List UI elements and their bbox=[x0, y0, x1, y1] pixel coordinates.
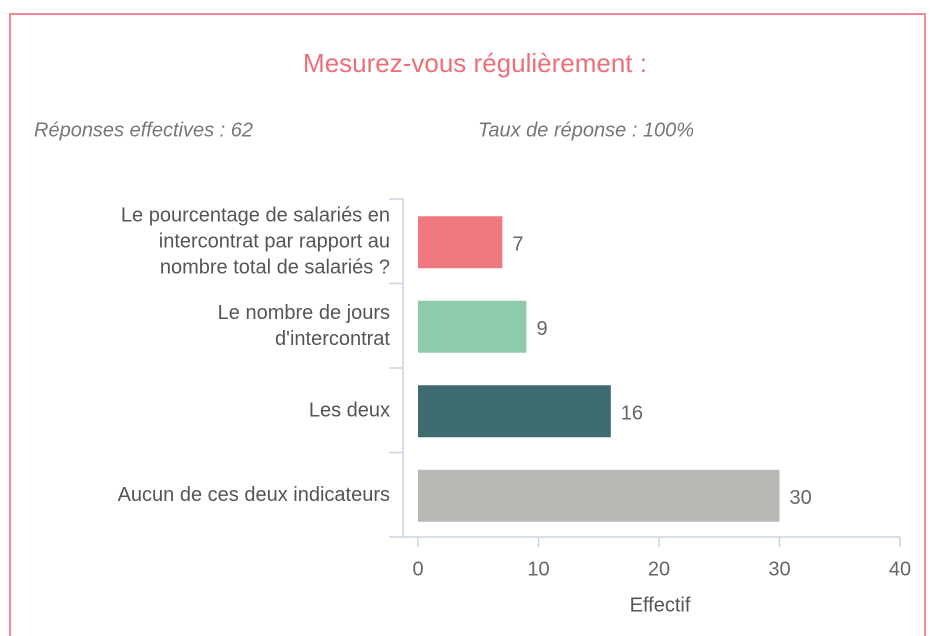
chart-title: Mesurez-vous régulièrement : bbox=[303, 48, 647, 78]
category-label: Le pourcentage de salariés en bbox=[121, 205, 390, 227]
value-label: 30 bbox=[790, 487, 812, 509]
category-label: Le nombre de jours bbox=[218, 302, 390, 324]
category-label: Aucun de ces deux indicateurs bbox=[118, 484, 390, 506]
category-label: d'intercontrat bbox=[275, 328, 390, 350]
bar bbox=[418, 469, 780, 522]
card-border bbox=[9, 13, 926, 636]
value-label: 7 bbox=[512, 234, 523, 256]
x-tick-label: 10 bbox=[527, 558, 549, 580]
value-label: 9 bbox=[536, 318, 547, 340]
responses: Réponses effectives : 62 bbox=[34, 119, 253, 141]
x-tick-label: 0 bbox=[412, 558, 423, 580]
category-label: intercontrat par rapport au bbox=[159, 231, 390, 253]
bar bbox=[418, 385, 611, 438]
x-tick-label: 40 bbox=[889, 558, 911, 580]
x-tick-label: 30 bbox=[768, 558, 790, 580]
x-tick-label: 20 bbox=[648, 558, 670, 580]
bar bbox=[418, 300, 527, 353]
response-rate: Taux de réponse : 100% bbox=[478, 119, 694, 141]
bar bbox=[418, 216, 503, 269]
value-label: 16 bbox=[621, 403, 643, 425]
category-label: Les deux bbox=[309, 400, 390, 422]
category-label: nombre total de salariés ? bbox=[160, 257, 390, 279]
x-axis-label: Effectif bbox=[630, 594, 691, 616]
